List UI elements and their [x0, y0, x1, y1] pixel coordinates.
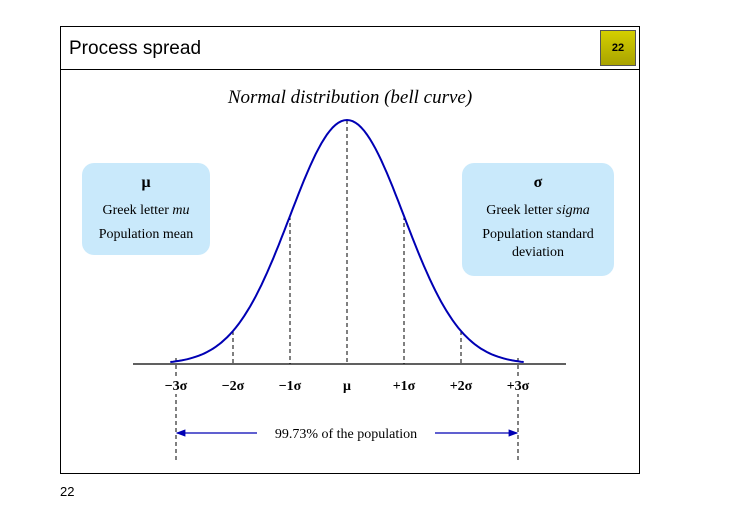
span-label: 99.73% of the population: [275, 427, 417, 442]
axis-label: +3σ: [507, 379, 530, 394]
axis-label: −2σ: [222, 379, 245, 394]
sigma-symbol: σ: [533, 174, 543, 191]
bell-curve: [170, 118, 524, 363]
axis-label-background: [502, 376, 534, 394]
title-divider: [61, 69, 639, 70]
axis-label: +2σ: [450, 379, 473, 394]
axis-label-background: [274, 376, 306, 394]
mu-info-box: μ Greek letter mu Population mean: [82, 163, 210, 255]
axis-label-background: [217, 376, 249, 394]
axis-label-background: [388, 376, 420, 394]
mu-description: Population mean: [98, 227, 194, 242]
axis-label: μ: [343, 379, 351, 394]
slide-frame: Process spread 22 Normal distribution (b…: [60, 26, 640, 474]
page-number-badge: 22: [600, 30, 636, 66]
footer-page-number: 22: [60, 484, 75, 499]
axis-label-background: [160, 376, 192, 394]
sigma-name-line: Greek letter sigma: [462, 202, 614, 220]
slide-title: Process spread: [69, 38, 202, 59]
mu-name-line: Greek letter mu: [82, 202, 210, 220]
sigma-description: Population standard deviation: [482, 227, 594, 260]
axis-label: +1σ: [393, 379, 416, 394]
sigma-name-prefix: Greek letter: [486, 203, 557, 218]
mu-symbol: μ: [141, 174, 151, 191]
diagram-title: Normal distribution (bell curve): [227, 87, 473, 108]
axis-label-background: [331, 376, 363, 394]
sigma-info-box: σ Greek letter sigma Population standard…: [462, 163, 614, 276]
mu-name: mu: [172, 203, 190, 218]
sigma-name: sigma: [556, 203, 590, 218]
axis-label: −1σ: [279, 379, 302, 394]
mu-name-prefix: Greek letter: [102, 203, 173, 218]
bell-curve-diagram: −3σ −2σ −1σ μ +1σ +2σ +3σ 99.73% of the popula…: [133, 118, 566, 461]
axis-label-background: [445, 376, 477, 394]
axis-label: −3σ: [165, 379, 188, 394]
